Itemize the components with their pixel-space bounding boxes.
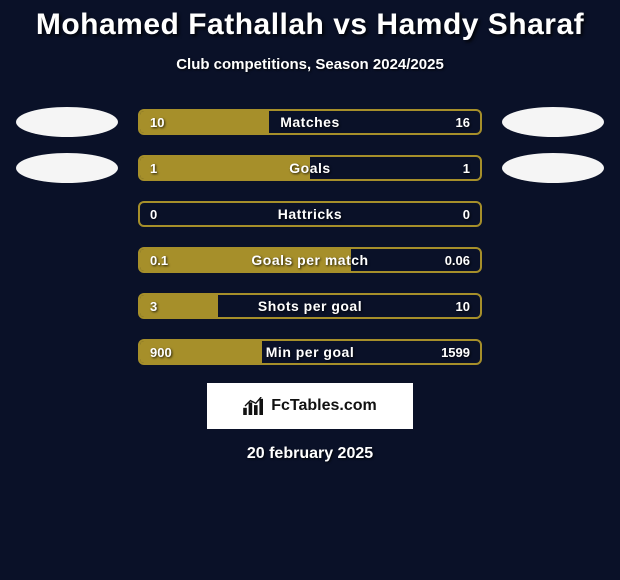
stat-label: Goals	[140, 157, 480, 179]
stat-row: 310Shots per goal	[0, 293, 620, 319]
stat-bar: 11Goals	[138, 155, 482, 181]
stat-label: Shots per goal	[140, 295, 480, 317]
stat-bar: 1016Matches	[138, 109, 482, 135]
brand-box: FcTables.com	[207, 383, 413, 429]
stat-row: 0.10.06Goals per match	[0, 247, 620, 273]
footer-date: 20 february 2025	[0, 445, 620, 463]
brand-text: FcTables.com	[271, 397, 377, 415]
stat-row: 9001599Min per goal	[0, 339, 620, 365]
comparison-rows: 1016Matches 11Goals 00Hattricks 0.10.06Goal…	[0, 109, 620, 365]
left-team-bubble	[16, 153, 118, 183]
left-team-bubble	[16, 107, 118, 137]
right-team-bubble	[502, 153, 604, 183]
stat-bar: 0.10.06Goals per match	[138, 247, 482, 273]
stat-label: Min per goal	[140, 341, 480, 363]
stat-bar: 9001599Min per goal	[138, 339, 482, 365]
fctables-logo-icon	[243, 397, 265, 415]
page-subtitle: Club competitions, Season 2024/2025	[0, 56, 620, 73]
right-team-bubble	[502, 107, 604, 137]
stat-label: Matches	[140, 111, 480, 133]
stat-row: 11Goals	[0, 155, 620, 181]
page-title: Mohamed Fathallah vs Hamdy Sharaf	[0, 0, 620, 42]
stat-bar: 00Hattricks	[138, 201, 482, 227]
stat-bar: 310Shots per goal	[138, 293, 482, 319]
stat-label: Goals per match	[140, 249, 480, 271]
stat-row: 1016Matches	[0, 109, 620, 135]
stat-label: Hattricks	[140, 203, 480, 225]
stat-row: 00Hattricks	[0, 201, 620, 227]
